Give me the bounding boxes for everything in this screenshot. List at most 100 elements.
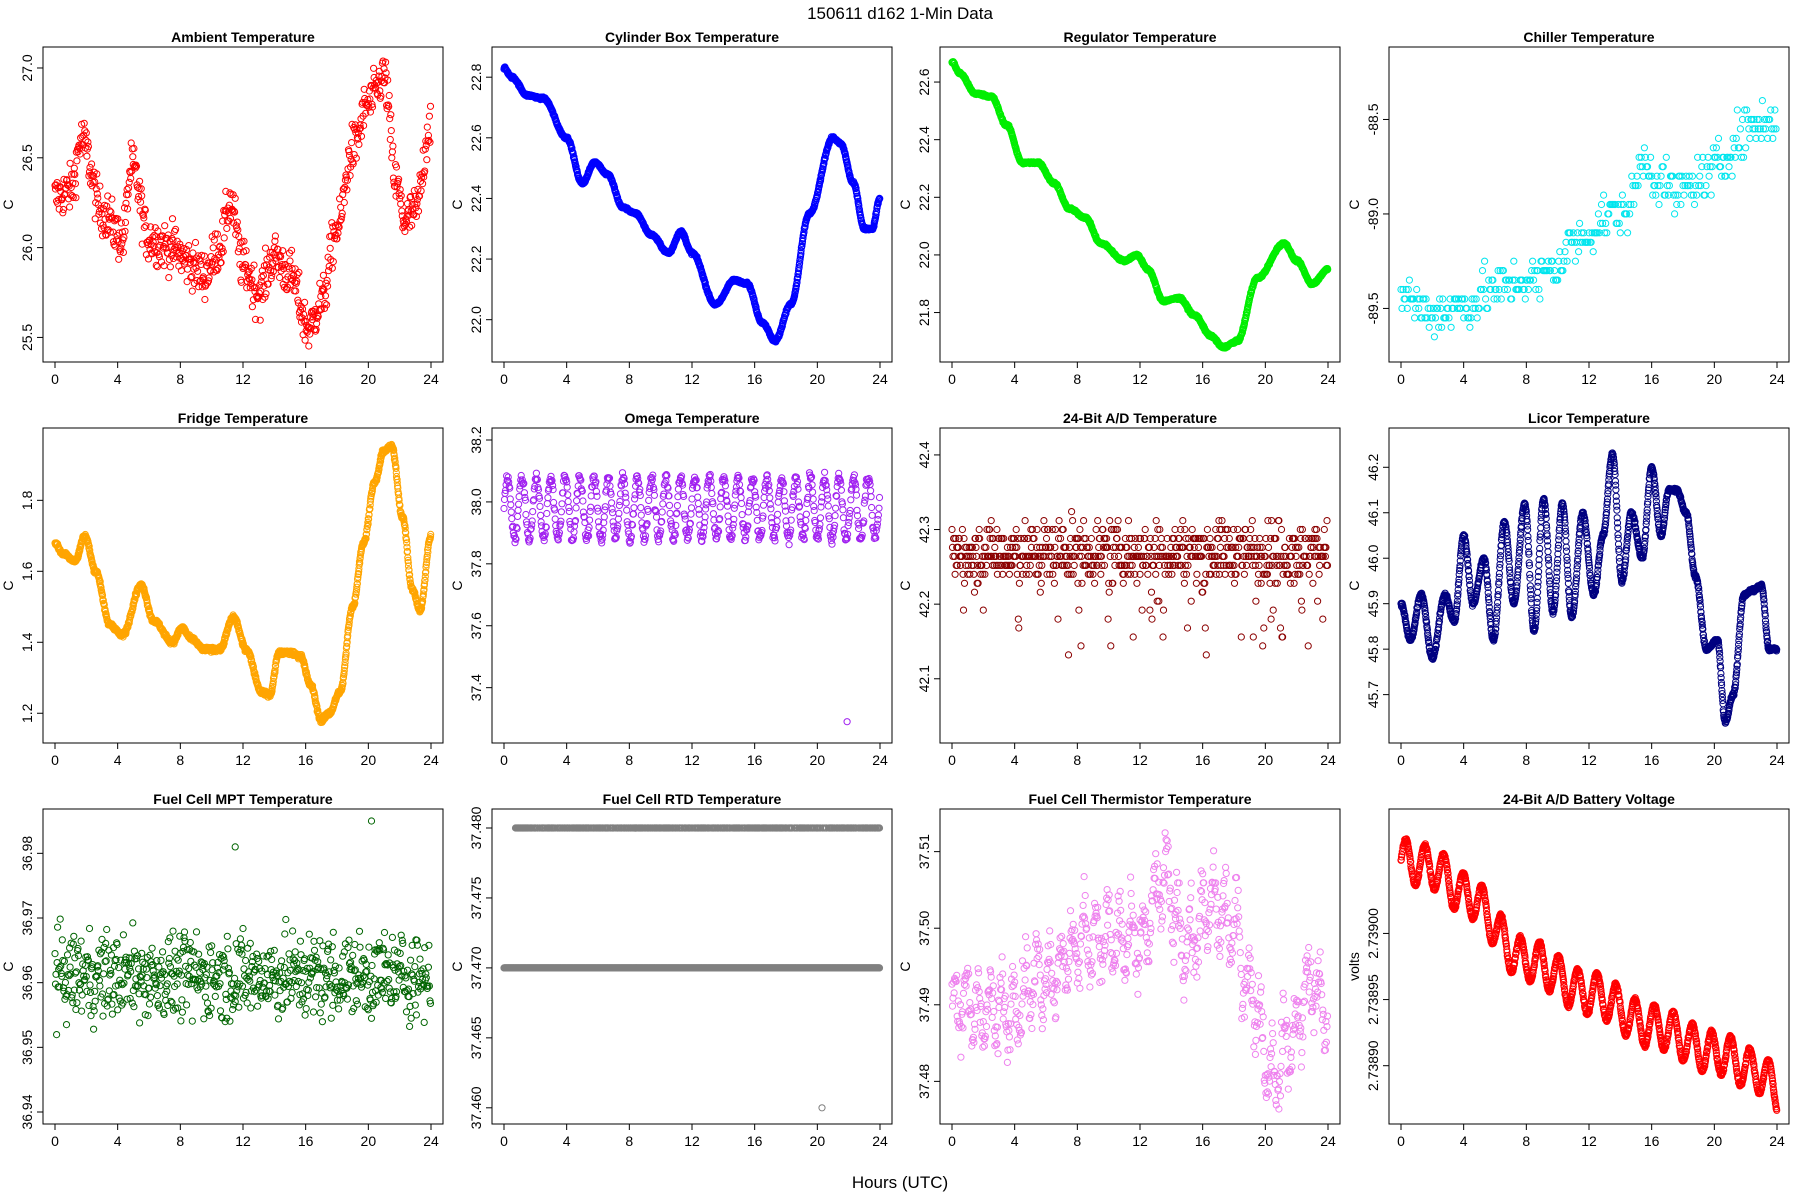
data-point	[71, 180, 80, 188]
x-tick-label: 16	[298, 371, 314, 387]
data-point	[242, 247, 250, 255]
y-tick-label: 22.6	[916, 68, 932, 95]
data-point	[419, 180, 427, 188]
data-point	[141, 206, 149, 214]
data-point	[121, 218, 130, 227]
data-point	[108, 195, 116, 203]
data-point	[264, 280, 272, 288]
data-point	[124, 205, 132, 213]
x-tick-label: 8	[1522, 371, 1530, 387]
data-point	[69, 193, 77, 201]
data-point	[403, 212, 411, 221]
data-point	[1616, 229, 1624, 237]
data-point	[234, 248, 242, 256]
data-point	[149, 233, 157, 241]
data-point	[205, 274, 213, 282]
data-point	[114, 238, 122, 246]
data-series	[1397, 97, 1780, 341]
data-point	[106, 228, 115, 236]
data-point	[387, 127, 395, 135]
data-point	[405, 211, 413, 219]
data-point	[96, 182, 104, 190]
data-point	[80, 119, 88, 127]
data-point	[223, 224, 231, 232]
data-point	[240, 237, 248, 245]
data-point	[1594, 210, 1603, 218]
data-point	[258, 273, 266, 281]
data-point	[84, 138, 92, 146]
x-tick-label: 0	[1397, 371, 1405, 387]
data-point	[54, 199, 62, 207]
data-point	[123, 185, 131, 194]
x-tick-label: 8	[176, 371, 184, 387]
data-point	[268, 248, 276, 256]
data-point	[172, 225, 180, 233]
data-point	[301, 336, 309, 344]
data-point	[140, 214, 148, 222]
data-point	[295, 268, 303, 276]
y-tick-label: 1.6	[19, 561, 35, 581]
y-tick-label: 22.4	[916, 126, 932, 153]
y-tick-label: 22.6	[468, 124, 484, 151]
figure-xlabel: Hours (UTC)	[852, 1173, 948, 1192]
data-point	[234, 226, 242, 234]
data-point	[425, 112, 433, 120]
x-tick-label: 24	[1320, 371, 1336, 387]
x-tick-label: 8	[176, 752, 184, 768]
data-point	[188, 273, 196, 281]
y-tick-label: -89.5	[1365, 292, 1381, 324]
data-point	[261, 293, 269, 301]
data-point	[244, 271, 252, 279]
data-point	[198, 283, 206, 291]
data-point	[317, 305, 325, 314]
data-point	[183, 246, 191, 254]
data-point	[235, 232, 243, 241]
data-series	[948, 58, 1332, 352]
y-tick-label: 21.8	[916, 299, 932, 326]
data-point	[248, 303, 256, 311]
data-point	[256, 316, 264, 324]
data-point	[165, 274, 173, 282]
data-point	[216, 242, 224, 250]
data-point	[383, 105, 391, 113]
data-point	[184, 265, 192, 273]
data-point	[360, 122, 368, 130]
data-point	[1696, 172, 1704, 180]
data-point	[67, 183, 75, 192]
data-point	[345, 151, 354, 160]
data-point	[66, 159, 74, 167]
data-point	[385, 91, 393, 100]
data-point	[395, 175, 403, 183]
data-point	[352, 154, 360, 162]
data-point	[343, 186, 351, 194]
data-point	[1677, 200, 1685, 209]
data-point	[292, 287, 300, 295]
data-point	[162, 244, 170, 252]
data-point	[1680, 191, 1688, 199]
data-point	[1425, 323, 1433, 331]
data-point	[106, 207, 114, 215]
data-point	[1640, 144, 1649, 152]
data-point	[1758, 97, 1767, 105]
data-point	[168, 215, 177, 223]
x-tick-label: 24	[1769, 371, 1785, 387]
data-point	[137, 185, 145, 193]
data-point	[288, 264, 296, 273]
x-tick-label: 16	[1644, 371, 1660, 387]
data-point	[116, 248, 124, 256]
data-point	[213, 230, 221, 238]
x-tick-label: 4	[114, 371, 122, 387]
data-point	[260, 282, 268, 290]
x-tick-label: 4	[563, 371, 571, 387]
x-tick-label: 16	[747, 371, 763, 387]
data-point	[367, 82, 376, 90]
data-point	[1589, 248, 1597, 256]
data-point	[144, 255, 153, 263]
data-point	[345, 147, 353, 156]
data-point	[279, 247, 287, 255]
data-point	[1510, 257, 1518, 265]
data-point	[1746, 134, 1754, 142]
